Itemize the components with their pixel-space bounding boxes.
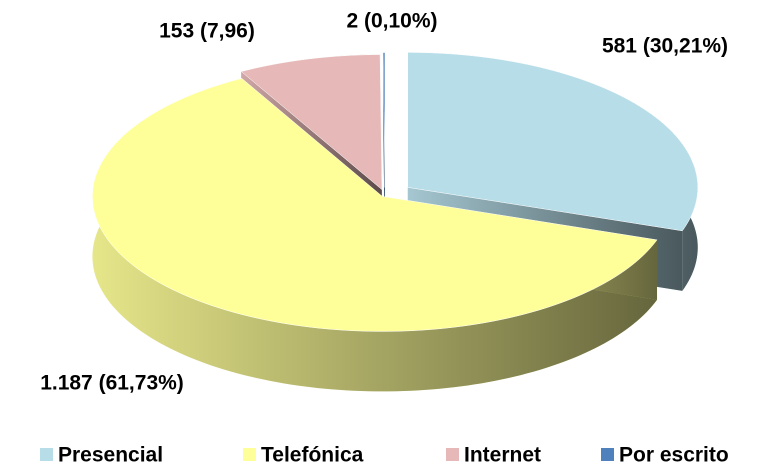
legend: Presencial Telefónica Internet Por escrito — [40, 444, 729, 467]
slice-side-shade — [92, 78, 658, 392]
slice — [92, 78, 658, 332]
legend-label: Internet — [464, 444, 541, 467]
legend-label: Telefónica — [261, 444, 364, 467]
pie-tops — [92, 52, 699, 332]
labels: 581 (30,21%) 1.187 (61,73%) 153 (7,96) 2 (0… — [40, 10, 728, 395]
data-label: 1.187 (61,73%) — [40, 372, 184, 395]
legend-swatch — [601, 448, 614, 461]
legend-label: Presencial — [58, 444, 163, 467]
legend-swatch — [40, 448, 53, 461]
slice — [240, 54, 383, 191]
data-label: 2 (0,10%) — [346, 10, 437, 33]
slice — [407, 52, 699, 232]
legend-swatch — [446, 448, 459, 461]
legend-label: Por escrito — [619, 444, 729, 467]
data-label: 581 (30,21%) — [602, 35, 728, 58]
legend-swatch — [243, 448, 256, 461]
slice — [382, 52, 386, 188]
data-label: 153 (7,96) — [159, 20, 255, 43]
